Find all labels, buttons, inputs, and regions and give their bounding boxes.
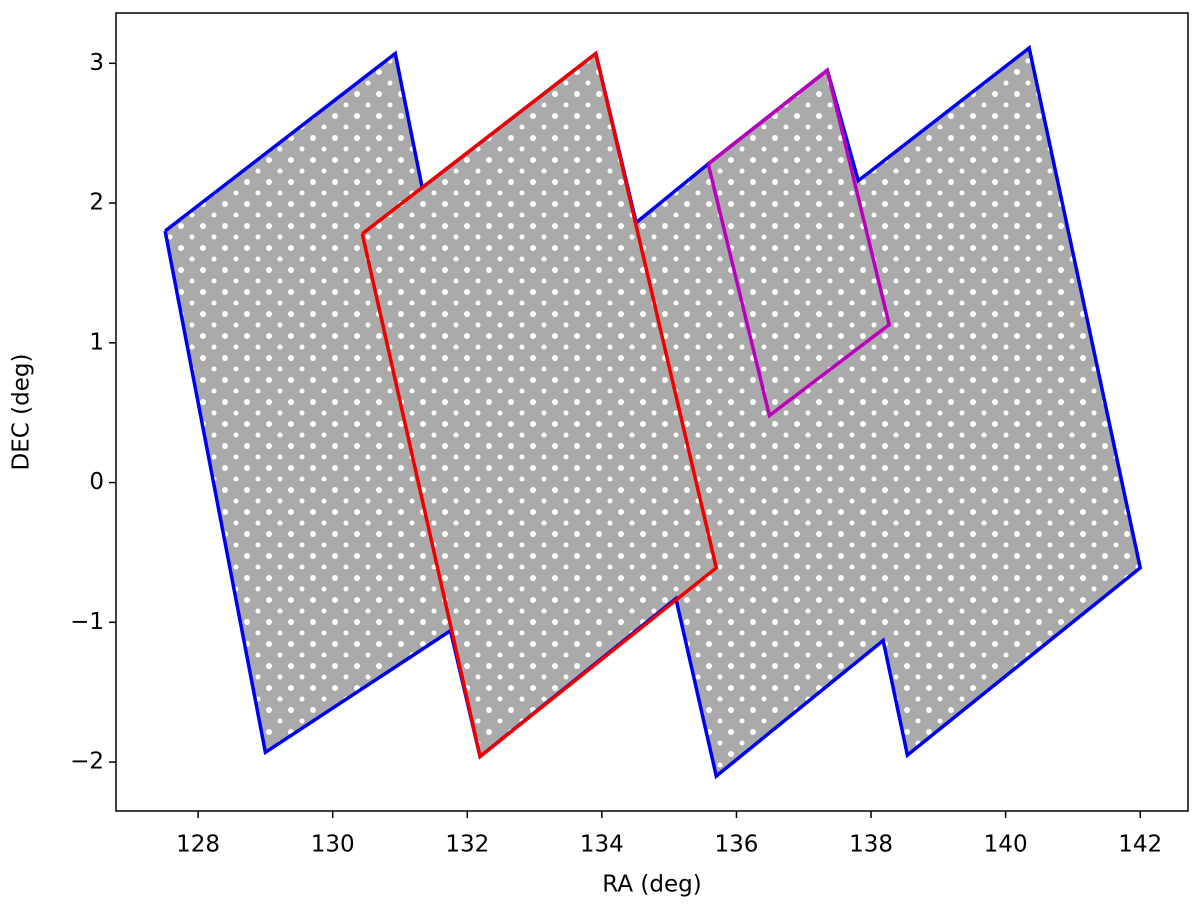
point-coverage	[165, 47, 1141, 777]
x-tick-label: 142	[1118, 832, 1162, 858]
x-tick-label: 132	[445, 832, 489, 858]
x-tick-label: 128	[176, 832, 220, 858]
x-axis-label: RA (deg)	[602, 872, 701, 898]
x-tick-label: 130	[311, 832, 355, 858]
axes-frame	[115, 12, 1189, 812]
y-tick-label: −1	[70, 609, 104, 635]
y-tick-label: 1	[89, 329, 104, 355]
y-tick-label: 0	[89, 469, 104, 495]
footprint-outline	[360, 50, 719, 760]
footprint-outline	[706, 67, 892, 419]
x-tick-label: 138	[849, 832, 893, 858]
y-tick-label: −2	[70, 749, 104, 775]
y-tick-label: 2	[89, 190, 104, 216]
x-tick-label: 134	[580, 832, 624, 858]
y-axis-label: DEC (deg)	[9, 354, 35, 471]
x-tick-label: 136	[715, 832, 759, 858]
x-tick-label: 140	[984, 832, 1028, 858]
y-tick-label: 3	[89, 50, 104, 76]
plot-area	[163, 44, 1143, 780]
